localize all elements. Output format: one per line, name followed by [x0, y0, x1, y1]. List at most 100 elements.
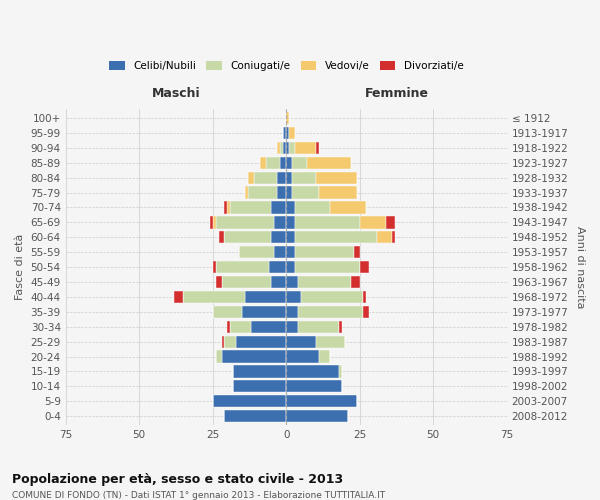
Bar	[295, 216, 360, 228]
Text: COMUNE DI FONDO (TN) - Dati ISTAT 1° gennaio 2013 - Elaborazione TUTTITALIA.IT: COMUNE DI FONDO (TN) - Dati ISTAT 1° gen…	[12, 491, 385, 500]
Bar	[218, 231, 224, 243]
Bar	[248, 186, 277, 198]
Bar	[298, 320, 339, 333]
Bar	[221, 336, 224, 348]
Bar	[280, 142, 283, 154]
Bar	[230, 320, 251, 333]
Bar	[286, 395, 357, 407]
Bar	[289, 142, 295, 154]
Bar	[224, 336, 236, 348]
Bar	[236, 336, 286, 348]
Bar	[319, 350, 331, 362]
Bar	[230, 202, 271, 213]
Bar	[239, 246, 274, 258]
Bar	[286, 306, 298, 318]
Bar	[242, 306, 286, 318]
Text: Popolazione per età, sesso e stato civile - 2013: Popolazione per età, sesso e stato civil…	[12, 472, 343, 486]
Bar	[286, 202, 295, 213]
Bar	[339, 366, 342, 378]
Bar	[175, 291, 183, 303]
Bar	[245, 186, 248, 198]
Bar	[274, 246, 286, 258]
Bar	[286, 366, 339, 378]
Bar	[316, 142, 319, 154]
Text: Femmine: Femmine	[364, 87, 428, 100]
Bar	[286, 336, 316, 348]
Bar	[277, 142, 280, 154]
Bar	[212, 395, 286, 407]
Bar	[292, 172, 316, 184]
Bar	[286, 320, 298, 333]
Bar	[215, 350, 221, 362]
Y-axis label: Fasce di età: Fasce di età	[15, 234, 25, 300]
Bar	[286, 156, 292, 169]
Bar	[298, 306, 362, 318]
Bar	[286, 231, 295, 243]
Bar	[271, 276, 286, 288]
Bar	[283, 127, 286, 139]
Bar	[248, 172, 254, 184]
Bar	[224, 231, 271, 243]
Text: Maschi: Maschi	[152, 87, 200, 100]
Bar	[319, 186, 357, 198]
Bar	[271, 231, 286, 243]
Bar	[269, 261, 286, 273]
Bar	[286, 410, 348, 422]
Bar	[316, 336, 345, 348]
Bar	[286, 246, 295, 258]
Bar	[386, 216, 395, 228]
Bar	[215, 276, 221, 288]
Bar	[210, 216, 212, 228]
Bar	[221, 350, 286, 362]
Bar	[286, 291, 301, 303]
Bar	[233, 366, 286, 378]
Bar	[295, 202, 331, 213]
Bar	[286, 350, 319, 362]
Bar	[212, 216, 215, 228]
Bar	[316, 172, 357, 184]
Bar	[233, 380, 286, 392]
Bar	[295, 246, 354, 258]
Bar	[298, 276, 351, 288]
Bar	[286, 127, 289, 139]
Bar	[286, 216, 295, 228]
Bar	[212, 306, 242, 318]
Bar	[351, 276, 360, 288]
Bar	[277, 172, 286, 184]
Bar	[283, 142, 286, 154]
Bar	[307, 156, 351, 169]
Bar	[274, 216, 286, 228]
Bar	[295, 142, 316, 154]
Bar	[266, 156, 280, 169]
Bar	[286, 261, 295, 273]
Bar	[331, 202, 365, 213]
Bar	[286, 112, 289, 124]
Legend: Celibi/Nubili, Coniugati/e, Vedovi/e, Divorziati/e: Celibi/Nubili, Coniugati/e, Vedovi/e, Di…	[106, 58, 467, 74]
Bar	[286, 186, 292, 198]
Bar	[215, 261, 269, 273]
Bar	[251, 320, 286, 333]
Bar	[286, 380, 342, 392]
Bar	[286, 172, 292, 184]
Bar	[360, 216, 386, 228]
Bar	[339, 320, 342, 333]
Bar	[292, 186, 319, 198]
Bar	[271, 202, 286, 213]
Y-axis label: Anni di nascita: Anni di nascita	[575, 226, 585, 308]
Bar	[301, 291, 362, 303]
Bar	[286, 276, 298, 288]
Bar	[362, 306, 368, 318]
Bar	[254, 172, 277, 184]
Bar	[377, 231, 392, 243]
Bar	[362, 291, 365, 303]
Bar	[289, 127, 295, 139]
Bar	[215, 216, 274, 228]
Bar	[392, 231, 395, 243]
Bar	[286, 142, 289, 154]
Bar	[183, 291, 245, 303]
Bar	[295, 231, 377, 243]
Bar	[221, 276, 271, 288]
Bar	[260, 156, 266, 169]
Bar	[292, 156, 307, 169]
Bar	[224, 202, 227, 213]
